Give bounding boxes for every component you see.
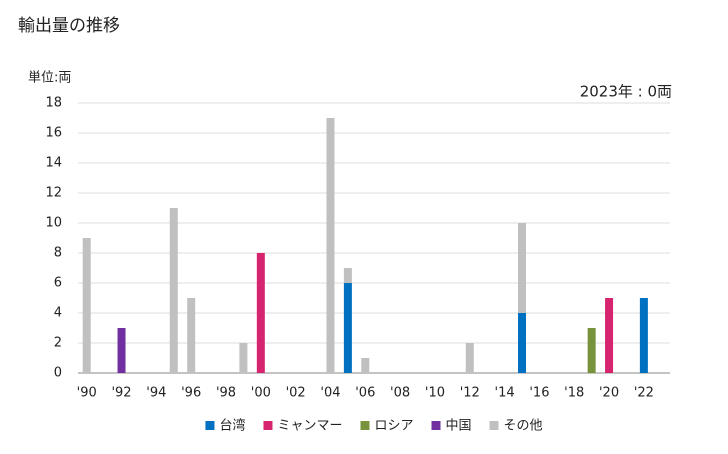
bar-segment — [187, 298, 196, 373]
bar-segment — [326, 118, 335, 373]
x-tick-label: '18 — [564, 386, 584, 401]
legend-swatch — [431, 421, 441, 430]
bar-segment — [343, 268, 352, 283]
legend-swatch — [489, 421, 499, 430]
y-tick-label: 10 — [45, 216, 62, 231]
y-tick-label: 6 — [54, 276, 62, 291]
legend-swatch — [360, 421, 370, 430]
bar-segment — [518, 223, 526, 313]
x-tick-label: '04 — [320, 386, 340, 401]
bar-segment — [361, 358, 370, 373]
bar-segment — [465, 343, 474, 373]
y-tick-label: 2 — [54, 336, 62, 351]
y-tick-label: 12 — [45, 186, 62, 201]
x-tick-label: '22 — [634, 386, 654, 401]
annotation: 2023年 : 0両 — [580, 83, 672, 101]
bar-segment — [518, 313, 526, 373]
x-tick-label: '96 — [181, 386, 201, 401]
x-tick-label: '12 — [460, 386, 480, 401]
bar-segment — [639, 298, 648, 373]
legend-label: その他 — [504, 419, 543, 434]
y-tick-label: 0 — [54, 366, 62, 381]
chart-title: 輸出量の推移 — [18, 16, 120, 36]
bar-segment — [343, 283, 352, 373]
legend-swatch — [263, 421, 273, 430]
x-tick-label: '94 — [146, 386, 166, 401]
x-tick-label: '92 — [111, 386, 131, 401]
y-tick-label: 8 — [54, 246, 62, 261]
x-tick-label: '14 — [495, 386, 515, 401]
legend-label: 台湾 — [219, 418, 245, 434]
bar-segment — [117, 328, 126, 373]
bar-segment — [256, 253, 265, 373]
bar-segment — [169, 208, 178, 373]
x-tick-label: '08 — [390, 386, 410, 401]
bar-segment — [587, 328, 596, 373]
y-tick-label: 16 — [45, 126, 62, 141]
bar-segment — [239, 343, 248, 373]
bar-segment — [605, 298, 614, 373]
y-tick-label: 4 — [54, 306, 62, 321]
y-tick-label: 14 — [45, 156, 62, 171]
x-tick-label: '00 — [251, 386, 271, 401]
x-tick-label: '16 — [529, 386, 549, 401]
x-tick-label: '90 — [77, 386, 97, 401]
bar-segment — [82, 238, 91, 373]
legend-swatch — [205, 421, 215, 430]
x-tick-label: '20 — [599, 386, 619, 401]
y-tick-label: 18 — [45, 96, 62, 111]
x-tick-label: '02 — [286, 386, 306, 401]
legend-label: ミャンマー — [277, 419, 342, 434]
x-tick-label: '06 — [355, 386, 375, 401]
y-axis-label: 単位:両 — [28, 70, 71, 86]
legend-label: ロシア — [374, 419, 413, 434]
legend-label: 中国 — [446, 419, 472, 434]
x-tick-label: '10 — [425, 386, 445, 401]
x-tick-label: '98 — [216, 386, 236, 401]
